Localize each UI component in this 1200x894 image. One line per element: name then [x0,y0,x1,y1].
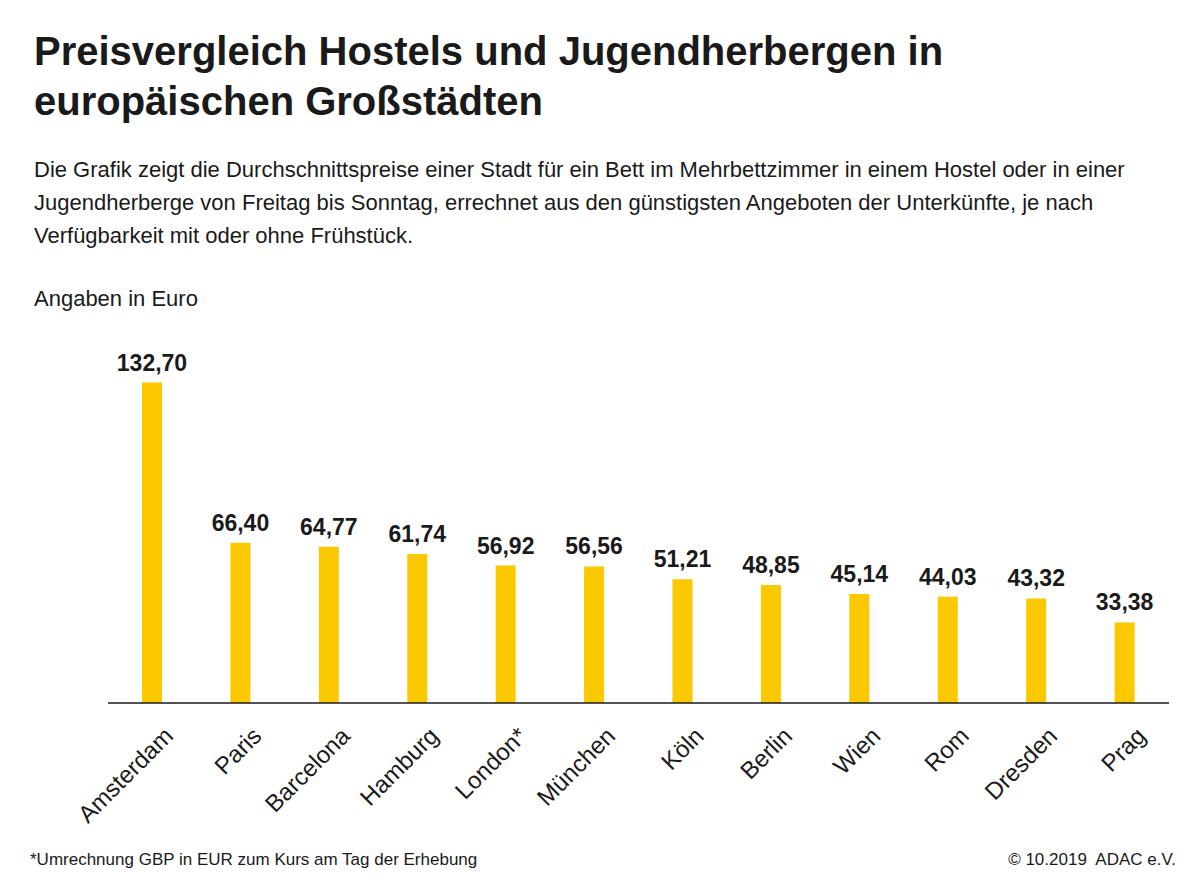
svg-text:Berlin: Berlin [735,722,797,784]
html-text:Die Grafik zeigt die Durchschn: Die Grafik zeigt die Durchschnittspreise… [34,157,1125,248]
svg-text:56,92: 56,92 [477,533,535,559]
svg-text:Rom: Rom [919,722,974,777]
svg-text:43,32: 43,32 [1007,565,1065,591]
svg-text:Dresden: Dresden [979,722,1062,805]
html-text:*Umrechnung GBP in EUR zum Kur: *Umrechnung GBP in EUR zum Kurs am Tag d… [30,850,478,869]
svg-text:Wien: Wien [828,722,886,780]
svg-text:Prag: Prag [1096,722,1151,777]
html-text:Angaben in Euro: Angaben in Euro [34,286,198,311]
svg-text:61,74: 61,74 [388,521,446,547]
svg-text:33,38: 33,38 [1096,589,1154,615]
svg-text:Amsterdam: Amsterdam [72,722,178,828]
svg-text:London*: London* [450,722,532,804]
svg-text:56,56: 56,56 [565,533,623,559]
svg-text:44,03: 44,03 [919,564,977,590]
svg-text:132,70: 132,70 [117,350,187,376]
svg-text:64,77: 64,77 [300,514,358,540]
svg-text:Paris: Paris [209,722,267,780]
svg-text:Barcelona: Barcelona [260,721,356,817]
html-text:Preisvergleich Hostels und Jug: Preisvergleich Hostels und Jugendherberg… [34,29,944,123]
svg-text:45,14: 45,14 [831,561,889,587]
html-text:© 10.2019 ADAC e.V.: © 10.2019 ADAC e.V. [1008,850,1176,869]
svg-text:51,21: 51,21 [654,546,712,572]
svg-text:Hamburg: Hamburg [355,722,444,811]
svg-text:48,85: 48,85 [742,552,800,578]
svg-text:66,40: 66,40 [212,510,270,536]
svg-text:München: München [531,722,620,811]
svg-text:Köln: Köln [656,722,709,775]
